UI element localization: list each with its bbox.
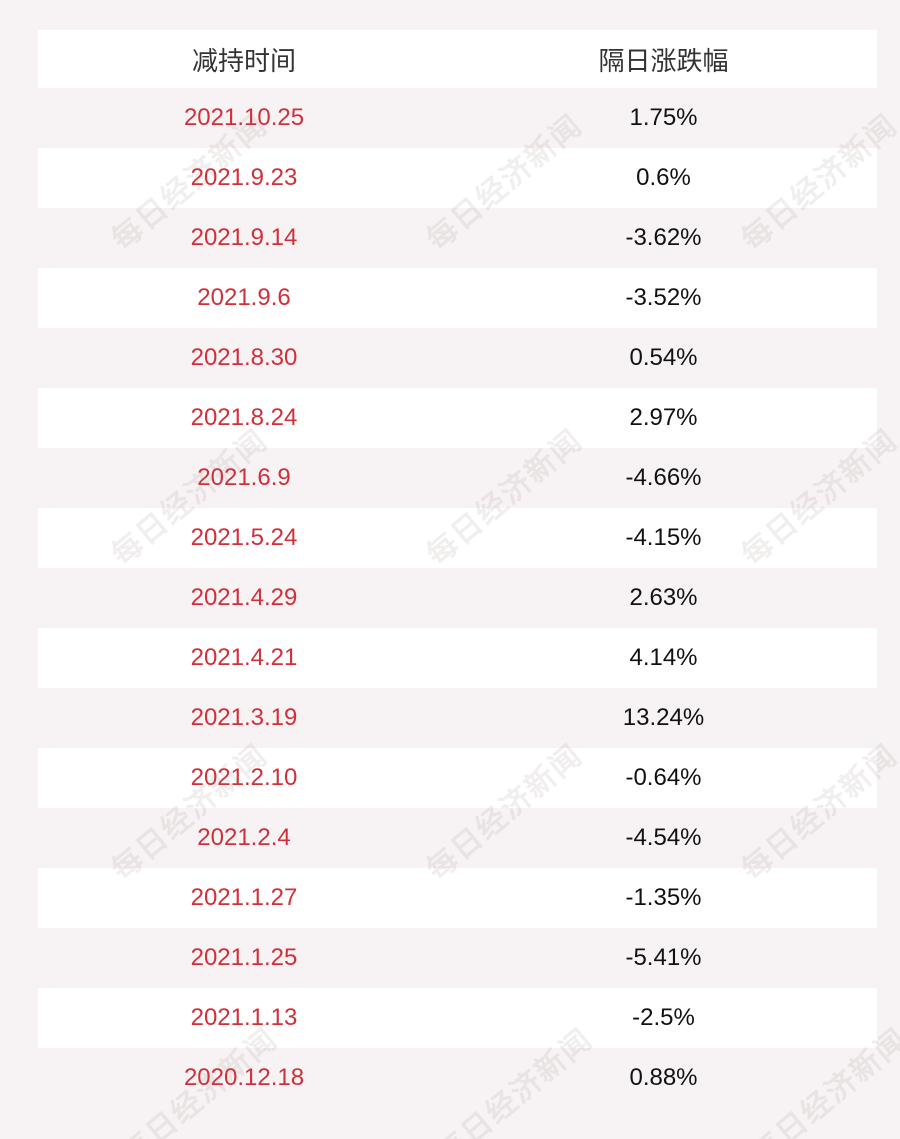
change-cell: 2.97% xyxy=(629,404,698,431)
table-row: 2021.10.25 1.75% xyxy=(38,88,877,148)
table-row: 2021.6.9 -4.66% xyxy=(38,448,877,508)
table-row: 2021.5.24 -4.15% xyxy=(38,508,877,568)
date-cell: 2021.10.25 xyxy=(183,104,305,131)
table-row: 2021.2.10 -0.64% xyxy=(38,748,877,808)
date-cell: 2020.12.18 xyxy=(183,1064,305,1091)
table-row: 2021.3.19 13.24% xyxy=(38,688,877,748)
table-header: 减持时间 隔日涨跌幅 xyxy=(38,30,877,88)
date-cell: 2021.4.29 xyxy=(190,584,298,611)
date-cell: 2021.2.10 xyxy=(190,764,298,791)
change-cell: -4.66% xyxy=(625,464,702,491)
table-row: 2021.4.21 4.14% xyxy=(38,628,877,688)
change-cell: 1.75% xyxy=(629,104,698,131)
change-cell: 0.54% xyxy=(629,344,698,371)
date-cell: 2021.6.9 xyxy=(197,464,291,491)
change-cell: -0.64% xyxy=(625,764,702,791)
table-row: 2021.8.30 0.54% xyxy=(38,328,877,388)
change-cell: 0.88% xyxy=(629,1064,698,1091)
change-cell: -5.41% xyxy=(625,944,702,971)
date-cell: 2021.1.27 xyxy=(190,884,298,911)
reduction-table: 减持时间 隔日涨跌幅 2021.10.25 1.75% 2021.9.23 0.… xyxy=(38,30,877,1108)
table-row: 2021.2.4 -4.54% xyxy=(38,808,877,868)
date-cell: 2021.9.14 xyxy=(190,224,298,251)
header-date: 减持时间 xyxy=(191,45,296,76)
table-row: 2021.8.24 2.97% xyxy=(38,388,877,448)
table-row: 2021.1.25 -5.41% xyxy=(38,928,877,988)
date-cell: 2021.2.4 xyxy=(197,824,291,851)
date-cell: 2021.8.24 xyxy=(190,404,298,431)
date-cell: 2021.1.13 xyxy=(190,1004,298,1031)
date-cell: 2021.5.24 xyxy=(190,524,298,551)
change-cell: -4.54% xyxy=(625,824,702,851)
date-cell: 2021.8.30 xyxy=(190,344,298,371)
change-cell: -3.62% xyxy=(625,224,702,251)
change-cell: -2.5% xyxy=(632,1004,695,1031)
table-row: 2020.12.18 0.88% xyxy=(38,1048,877,1108)
change-cell: 0.6% xyxy=(636,164,691,191)
date-cell: 2021.9.23 xyxy=(190,164,298,191)
change-cell: -1.35% xyxy=(625,884,702,911)
date-cell: 2021.4.21 xyxy=(190,644,298,671)
table-row: 2021.4.29 2.63% xyxy=(38,568,877,628)
table-row: 2021.9.6 -3.52% xyxy=(38,268,877,328)
table-row: 2021.9.14 -3.62% xyxy=(38,208,877,268)
table-row: 2021.9.23 0.6% xyxy=(38,148,877,208)
date-cell: 2021.9.6 xyxy=(197,284,291,311)
table-row: 2021.1.27 -1.35% xyxy=(38,868,877,928)
date-cell: 2021.1.25 xyxy=(190,944,298,971)
change-cell: -3.52% xyxy=(625,284,702,311)
date-cell: 2021.3.19 xyxy=(190,704,298,731)
change-cell: 2.63% xyxy=(629,584,698,611)
change-cell: 13.24% xyxy=(622,704,705,731)
change-cell: -4.15% xyxy=(625,524,702,551)
change-cell: 4.14% xyxy=(629,644,698,671)
table-row: 2021.1.13 -2.5% xyxy=(38,988,877,1048)
header-change: 隔日涨跌幅 xyxy=(598,45,729,76)
